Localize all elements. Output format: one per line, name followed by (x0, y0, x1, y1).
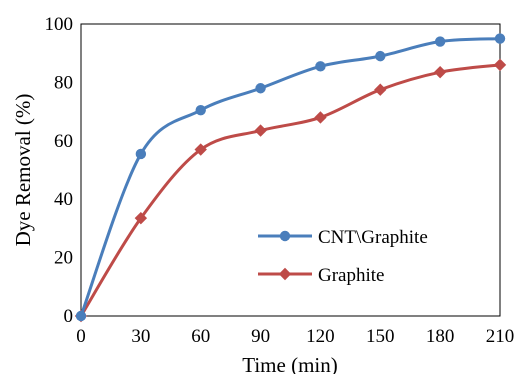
data-point-graphite-30 (134, 211, 148, 225)
y-tick-label-0: 0 (64, 306, 74, 327)
x-tick-label-180: 180 (426, 326, 455, 347)
legend-label-cnt-graphite: CNT\Graphite (318, 227, 428, 248)
data-point-cnt-graphite-210 (494, 33, 506, 44)
legend-label-graphite: Graphite (318, 265, 384, 286)
data-point-cnt-graphite-60 (195, 104, 206, 116)
legend-marker-graphite (278, 267, 292, 281)
x-axis-label: Time (min) (242, 353, 337, 374)
legend-item-graphite: Graphite (258, 265, 384, 286)
data-point-cnt-graphite-150 (375, 50, 386, 62)
data-point-graphite-180 (433, 65, 447, 79)
y-tick-label-20: 20 (54, 248, 73, 269)
y-axis-label: Dye Removal (%) (11, 94, 35, 247)
data-point-cnt-graphite-30 (135, 148, 147, 160)
y-tick-label-80: 80 (54, 72, 73, 93)
plot-area (80, 23, 501, 317)
data-point-graphite-210 (493, 58, 507, 72)
legend-item-cnt-graphite: CNT\Graphite (258, 227, 428, 248)
data-point-graphite-90 (254, 124, 267, 137)
x-tick-labels: 0 30 60 90 120 150 180 210 (76, 326, 514, 347)
x-tick-label-210: 210 (486, 326, 515, 347)
data-point-graphite-150 (374, 83, 387, 96)
data-point-cnt-graphite-90 (255, 83, 266, 94)
legend: CNT\Graphite Graphite (258, 227, 428, 286)
y-tick-label-40: 40 (54, 189, 73, 210)
x-tick-label-30: 30 (131, 326, 150, 347)
legend-marker-cnt-graphite (279, 230, 291, 242)
x-tick-label-120: 120 (306, 326, 335, 347)
data-point-cnt-graphite-120 (315, 61, 326, 72)
x-tick-label-60: 60 (191, 326, 210, 347)
y-tick-label-100: 100 (45, 14, 74, 35)
x-tick-label-0: 0 (76, 326, 86, 347)
data-point-graphite-120 (314, 111, 327, 124)
data-point-cnt-graphite-0 (75, 310, 87, 322)
x-tick-label-90: 90 (251, 326, 270, 347)
y-tick-label-60: 60 (54, 131, 73, 152)
x-tick-label-150: 150 (366, 326, 395, 347)
y-tick-labels: 0 20 40 60 80 100 (45, 14, 74, 327)
data-point-cnt-graphite-180 (434, 36, 446, 47)
series-layer (74, 33, 507, 323)
series-cnt-graphite (75, 33, 506, 322)
data-point-graphite-60 (194, 143, 207, 156)
